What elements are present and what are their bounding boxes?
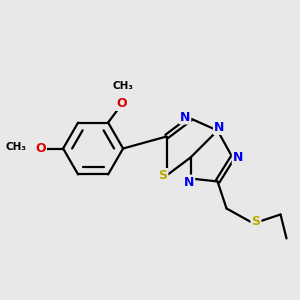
Text: N: N [214,121,224,134]
Text: S: S [158,169,167,182]
Text: N: N [233,151,243,164]
Text: O: O [116,97,127,110]
Text: O: O [35,142,46,155]
Text: CH₃: CH₃ [112,81,134,91]
Text: N: N [180,110,190,124]
Text: N: N [184,176,194,189]
Text: CH₃: CH₃ [5,142,26,152]
Text: S: S [251,215,260,229]
